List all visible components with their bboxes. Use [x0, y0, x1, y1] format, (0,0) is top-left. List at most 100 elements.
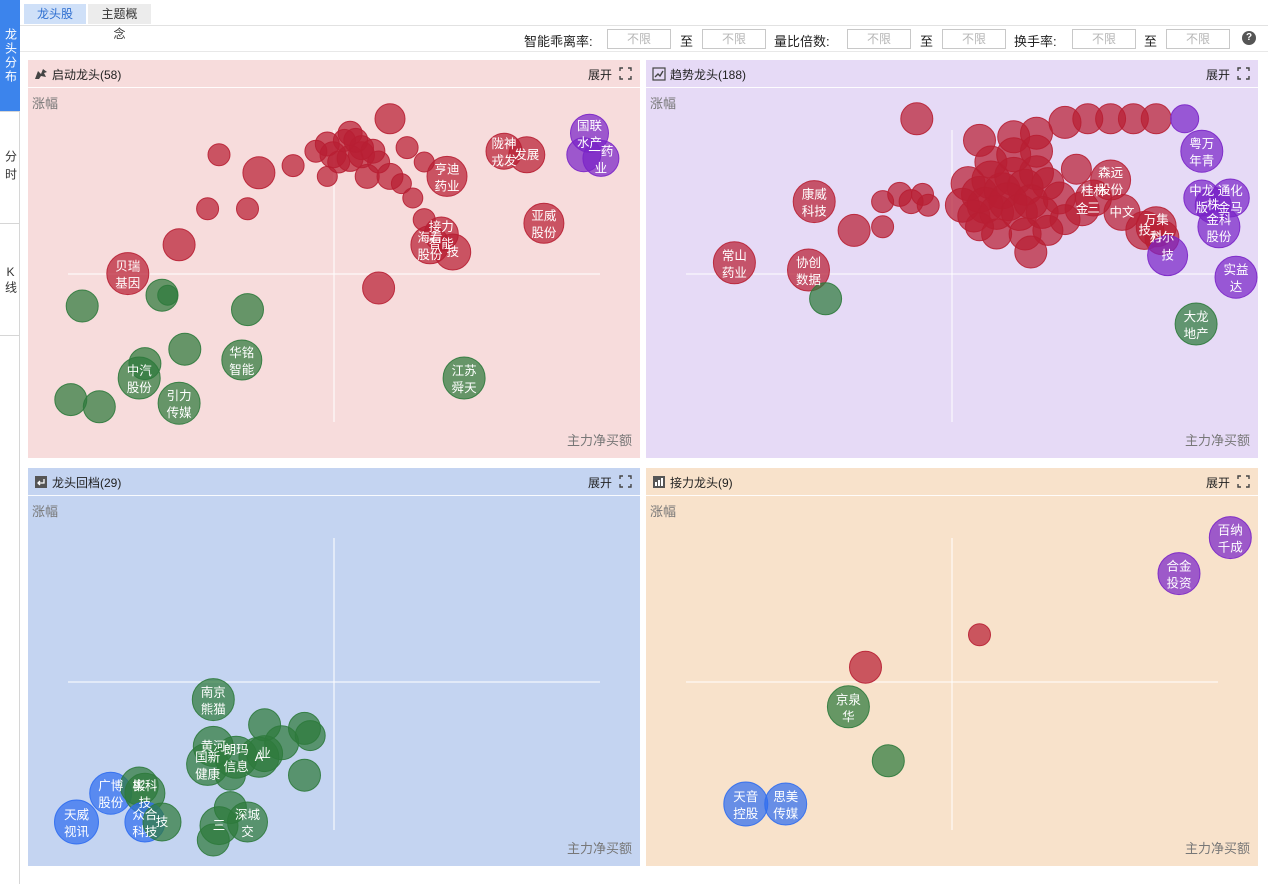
bubble-point[interactable]	[196, 823, 230, 857]
bubble-point[interactable]	[207, 143, 231, 167]
question-icon[interactable]: ?	[1242, 31, 1256, 45]
bubble-point[interactable]	[809, 282, 843, 316]
bubble-point[interactable]	[1140, 103, 1172, 135]
bubble-point[interactable]	[1049, 204, 1081, 236]
tab-leader-stocks[interactable]: 龙头股	[24, 4, 86, 24]
bubble-point[interactable]	[1170, 104, 1200, 134]
expand-button[interactable]: 展开	[587, 68, 612, 82]
bubble-point[interactable]	[413, 151, 435, 173]
bubble-point[interactable]	[1174, 302, 1218, 346]
bubble-point[interactable]	[566, 137, 602, 173]
expand-button[interactable]: 展开	[587, 476, 612, 490]
bubble-point[interactable]	[65, 289, 99, 323]
tab-theme-concepts[interactable]: 主题概念	[88, 4, 151, 41]
volume-ratio-from-input[interactable]	[847, 29, 911, 49]
bubble-point[interactable]	[374, 103, 406, 135]
bubble-point[interactable]	[236, 197, 259, 221]
bubble-point[interactable]	[849, 650, 882, 684]
bubble-point[interactable]	[871, 215, 895, 239]
rail-tab-intraday[interactable]: 分时	[0, 112, 20, 224]
bubble-label: 广博股份	[98, 778, 124, 810]
bubble-point[interactable]	[294, 720, 326, 752]
bubble-point[interactable]	[117, 356, 161, 400]
turnover-to-input[interactable]	[1166, 29, 1230, 49]
bubble-point[interactable]	[242, 156, 276, 190]
bubble-point[interactable]	[402, 187, 424, 209]
rail-tab-kline[interactable]: K线	[0, 224, 20, 336]
bubble-label: 亚威股份	[531, 209, 557, 240]
fullscreen-icon[interactable]	[1237, 67, 1250, 80]
bubble-point[interactable]	[214, 759, 246, 791]
bubble-point[interactable]	[1014, 235, 1048, 269]
fullscreen-icon[interactable]	[619, 67, 632, 80]
bubble-point[interactable]	[965, 212, 994, 242]
bubble-point[interactable]	[871, 744, 905, 778]
dragon-icon	[35, 69, 47, 79]
fullscreen-icon[interactable]	[1237, 475, 1250, 488]
bubble-point[interactable]	[968, 623, 991, 647]
bubble-label: 海看股份	[417, 230, 443, 262]
bubble-point[interactable]	[412, 208, 436, 232]
bubble-point[interactable]	[168, 332, 202, 366]
bubble-label: 实	[133, 778, 146, 793]
bubble-point[interactable]	[1197, 205, 1241, 249]
bubble-point[interactable]	[362, 271, 396, 305]
deviation-to-input[interactable]	[702, 29, 766, 49]
bubble-point[interactable]	[54, 799, 99, 845]
bubble-point[interactable]	[142, 802, 182, 842]
bubble-point[interactable]	[395, 136, 419, 160]
bubble-point[interactable]	[231, 293, 264, 327]
bubble-point[interactable]	[157, 381, 201, 425]
bubble-point[interactable]	[213, 791, 247, 825]
rail-tab-leader-distribution[interactable]: 龙头分布	[0, 0, 20, 112]
bubble-point[interactable]	[316, 165, 338, 187]
bubble-point[interactable]	[248, 708, 282, 742]
expand-button[interactable]: 展开	[1205, 68, 1230, 82]
bubble-point[interactable]	[1147, 235, 1189, 277]
bubble-label: 技	[156, 815, 169, 829]
bubble-point[interactable]	[1208, 516, 1252, 560]
bubble-point[interactable]	[196, 197, 220, 221]
turnover-from-input[interactable]	[1072, 29, 1136, 49]
bubble-point[interactable]	[963, 123, 996, 157]
bubble-point[interactable]	[1020, 134, 1053, 168]
bubble-point[interactable]	[916, 193, 940, 217]
bubble-point[interactable]	[792, 180, 836, 224]
bubble-point[interactable]	[1157, 552, 1201, 596]
volume-ratio-to-input[interactable]	[942, 29, 1006, 49]
bubble-point[interactable]	[221, 339, 263, 381]
bubble-point[interactable]	[343, 127, 369, 153]
top-tab-bar: 龙头股 主题概念	[20, 0, 1268, 41]
bubble-point[interactable]	[354, 163, 380, 189]
expand-button[interactable]: 展开	[1205, 476, 1230, 490]
bubble-point[interactable]	[191, 678, 235, 722]
bubble-point[interactable]	[82, 390, 116, 424]
bubble-point[interactable]	[54, 383, 88, 417]
bubble-point[interactable]	[426, 155, 468, 197]
bubble-point[interactable]	[1180, 129, 1224, 173]
bubble-point[interactable]	[523, 202, 565, 244]
fullscreen-icon[interactable]	[619, 475, 632, 488]
bubble-label: 通化金马	[1218, 184, 1244, 215]
bubble-point[interactable]	[764, 782, 808, 826]
filter-label-deviation: 智能乖离率:	[524, 34, 593, 49]
bubble-point[interactable]	[304, 139, 328, 163]
deviation-from-input[interactable]	[607, 29, 671, 49]
bubble-point[interactable]	[157, 284, 179, 306]
bubble-point[interactable]	[390, 173, 412, 195]
bubble-point[interactable]	[281, 154, 305, 178]
bubble-point[interactable]	[712, 241, 756, 285]
bubble-label: 常山药业	[722, 249, 747, 280]
bubble-point[interactable]	[900, 102, 934, 136]
bubble-point[interactable]	[826, 685, 870, 729]
bubble-point[interactable]	[288, 758, 321, 792]
bubble-point[interactable]	[837, 213, 871, 247]
bubble-point[interactable]	[442, 356, 486, 400]
bubble-point[interactable]	[106, 252, 150, 296]
bubble-point[interactable]	[162, 228, 196, 262]
bubble-point[interactable]	[1060, 153, 1092, 185]
bubble-point[interactable]	[508, 136, 546, 174]
bubble-point[interactable]	[787, 248, 830, 292]
bubble-point[interactable]	[1214, 255, 1258, 299]
